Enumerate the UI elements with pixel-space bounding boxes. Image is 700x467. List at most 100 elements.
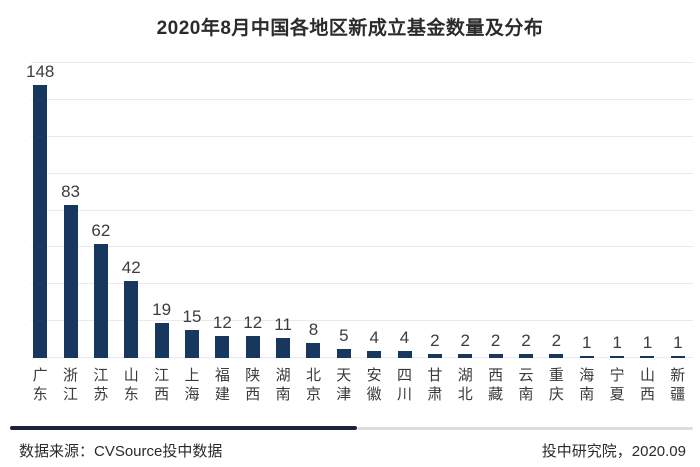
divider-line-gray — [357, 427, 693, 430]
bar-column: 4 — [389, 63, 419, 358]
bar-column: 62 — [86, 63, 116, 358]
bar — [306, 343, 321, 358]
bar-column: 2 — [480, 63, 510, 358]
bar-column: 12 — [207, 63, 237, 358]
bar-column: 12 — [238, 63, 268, 358]
bar — [640, 356, 655, 358]
gridline — [31, 98, 693, 100]
bar-column: 1 — [602, 63, 632, 358]
data-source-text: 数据来源：CVSource投中数据 — [19, 443, 223, 460]
bar — [215, 336, 230, 358]
bar-column: 1 — [663, 63, 693, 358]
bar-column: 8 — [298, 63, 328, 358]
bar-chart-plot: 148 83 62 42 19 15 12 12 11 8 5 4 4 2 2 2 2 2 1 1 1 1 — [25, 62, 693, 358]
bar-column: 5 — [329, 63, 359, 358]
bar — [488, 354, 503, 358]
bar — [245, 336, 260, 358]
bar-value-label: 11 — [274, 315, 292, 334]
x-axis-label: 甘肃 — [427, 367, 443, 403]
gridline — [31, 320, 693, 322]
bar-value-label: 2 — [430, 331, 440, 350]
bar — [124, 281, 139, 358]
bar-value-label: 42 — [121, 258, 141, 277]
bar-value-label: 1 — [642, 333, 653, 352]
x-axis-label: 湖北 — [457, 367, 473, 403]
bar — [276, 338, 291, 358]
bar — [33, 85, 48, 358]
bar-value-label: 8 — [308, 320, 319, 339]
bar-value-label: 2 — [551, 331, 562, 350]
bar-column: 2 — [450, 63, 480, 358]
x-axis-label: 宁夏 — [609, 367, 625, 403]
bar-value-label: 1 — [581, 333, 592, 352]
bar-value-label: 2 — [521, 331, 531, 350]
bar — [154, 323, 169, 358]
bar-value-label: 4 — [399, 328, 410, 347]
bar — [549, 354, 564, 358]
gridline — [31, 135, 693, 137]
gridline — [31, 283, 693, 285]
bar — [610, 356, 625, 358]
gridline — [31, 209, 693, 211]
bar — [579, 356, 594, 358]
bar-column: 11 — [268, 63, 298, 358]
x-axis-label: 安徽 — [366, 367, 382, 403]
bar — [184, 330, 199, 358]
divider-line-navy — [10, 426, 357, 430]
x-axis-label: 福建 — [214, 367, 230, 403]
x-axis-label: 四川 — [397, 367, 413, 403]
x-axis-label: 重庆 — [548, 367, 564, 403]
x-axis-label: 浙江 — [63, 367, 79, 403]
bar-column: 15 — [177, 63, 207, 358]
gridline — [31, 357, 693, 358]
x-axis-label: 山东 — [123, 367, 139, 403]
bar — [367, 351, 382, 358]
gridline — [31, 172, 693, 174]
bar-column: 148 — [25, 62, 55, 358]
bar — [336, 349, 351, 358]
bar-value-label: 1 — [673, 333, 683, 352]
bar-column: 1 — [572, 63, 602, 358]
x-axis-label: 江西 — [154, 367, 170, 403]
x-axis-label: 江苏 — [93, 367, 109, 403]
bar-column: 2 — [420, 63, 450, 358]
bar-column: 2 — [541, 63, 571, 358]
bar — [518, 354, 533, 358]
bar-value-label: 5 — [339, 326, 349, 345]
bar — [427, 354, 442, 358]
bar-column: 4 — [359, 63, 389, 358]
x-axis-label: 云南 — [518, 367, 534, 403]
bar-value-label: 2 — [490, 331, 501, 350]
bar-column: 83 — [55, 63, 85, 358]
x-axis-label: 山西 — [639, 367, 655, 403]
bar-value-label: 12 — [243, 313, 263, 332]
bar — [458, 354, 473, 358]
bar-value-label: 62 — [91, 221, 111, 240]
x-axis-label: 上海 — [184, 367, 200, 403]
bar-value-label: 4 — [369, 328, 379, 347]
bar-value-label: 15 — [182, 307, 202, 326]
chart-title: 2020年8月中国各地区新成立基金数量及分布 — [156, 18, 544, 39]
bar-column: 2 — [511, 63, 541, 358]
x-axis-label: 广东 — [32, 367, 48, 403]
bar — [670, 356, 685, 358]
bar — [63, 205, 78, 358]
bar-value-label: 12 — [212, 313, 232, 332]
x-axis-label: 湖南 — [275, 367, 291, 403]
gridline — [31, 246, 693, 248]
bar-value-label: 19 — [152, 300, 172, 319]
bar-value-label: 2 — [460, 331, 470, 350]
gridline — [31, 62, 693, 63]
bar-value-label: 83 — [61, 182, 80, 201]
bar-value-label: 1 — [612, 333, 622, 352]
x-axis-label: 陕西 — [245, 367, 261, 403]
bar-column: 1 — [632, 63, 662, 358]
bar-column: 42 — [116, 63, 146, 358]
x-axis-label: 海南 — [579, 367, 595, 403]
x-axis-label: 新疆 — [670, 367, 686, 403]
x-axis-label: 天津 — [336, 367, 352, 403]
bar — [397, 351, 412, 358]
x-axis-label: 西藏 — [488, 367, 504, 403]
publisher-text: 投中研究院，2020.09 — [541, 443, 686, 460]
x-axis-label: 北京 — [305, 367, 321, 403]
